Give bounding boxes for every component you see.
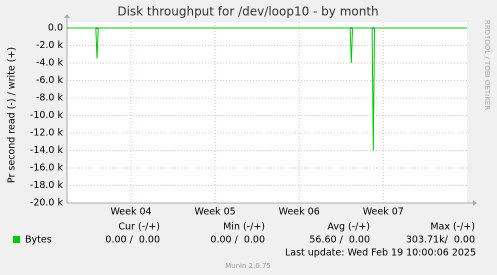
y-axis-label: Pr second read (-) / write (+) xyxy=(7,47,18,183)
x-tick-label: Week 06 xyxy=(279,207,320,218)
legend-swatch xyxy=(13,236,20,243)
stats-header: Cur (-/+) xyxy=(118,222,160,233)
y-tick-label: -6.0 k xyxy=(36,75,64,86)
stats-value: 0.00 / 0.00 xyxy=(210,235,265,246)
y-tick-label: 0.0 xyxy=(48,23,63,34)
y-tick-label: -4.0 k xyxy=(36,58,64,69)
y-tick-label: -16.0 k xyxy=(30,163,64,174)
stats-header: Min (-/+) xyxy=(223,222,265,233)
stats-value: 303.71k/ 0.00 xyxy=(406,235,475,246)
side-text: RRDTOOL / TOBI OETIKER xyxy=(483,20,491,110)
x-tick-label: Week 04 xyxy=(110,207,151,218)
stats-value: 0.00 / 0.00 xyxy=(105,235,160,246)
plot-area xyxy=(67,22,467,203)
footer: Munin 2.0.75 xyxy=(225,262,271,270)
y-tick-label: -14.0 k xyxy=(30,145,64,156)
stats-header: Avg (-/+) xyxy=(327,222,370,233)
legend-label: Bytes xyxy=(25,235,52,246)
series-line xyxy=(67,27,467,151)
x-tick-label: Week 07 xyxy=(363,207,404,218)
chart-title: Disk throughput for /dev/loop10 - by mon… xyxy=(117,5,378,19)
y-tick-label: -10.0 k xyxy=(30,110,64,121)
last-update: Last update: Wed Feb 19 10:00:06 2025 xyxy=(285,248,476,259)
stats-header: Max (-/+) xyxy=(430,222,475,233)
y-tick-label: -2.0 k xyxy=(36,40,64,51)
axis-arrow xyxy=(473,200,477,206)
y-tick-label: -18.0 k xyxy=(30,180,64,191)
y-tick-label: -12.0 k xyxy=(30,128,64,139)
y-tick-label: -20.0 k xyxy=(30,198,64,209)
stats-value: 56.60 / 0.00 xyxy=(309,235,370,246)
x-tick-label: Week 05 xyxy=(195,207,236,218)
axis-arrow xyxy=(64,14,70,18)
y-tick-label: -8.0 k xyxy=(36,93,64,104)
